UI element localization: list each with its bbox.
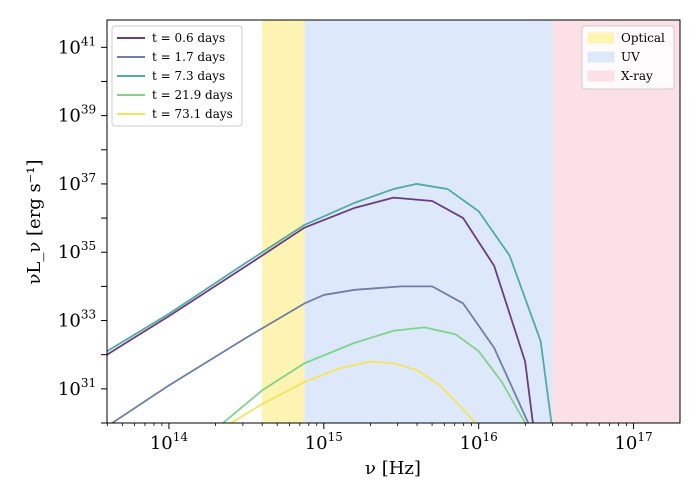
x-tick-label: 1014 xyxy=(150,430,189,454)
x-axis-label: ν [Hz] xyxy=(365,458,421,479)
legend-label-x-ray: X-ray xyxy=(621,69,653,83)
series-layer xyxy=(107,183,553,423)
series-legend: t = 0.6 days t = 1.7 days t = 7.3 days t = … xyxy=(111,25,243,127)
band-optical xyxy=(261,20,305,423)
legend-label-uv: UV xyxy=(621,50,640,64)
series-line-1 xyxy=(107,196,534,423)
band-uv xyxy=(304,20,553,423)
legend-label-optical: Optical xyxy=(621,31,665,45)
legend-swatch-x-ray xyxy=(587,70,615,82)
series-line-2 xyxy=(110,285,530,423)
y-tick-label: 1041 xyxy=(58,34,96,58)
bands-legend: Optical UV X-ray xyxy=(581,25,675,90)
legend-label-series-4: t = 21.9 days xyxy=(152,88,233,102)
y-axis-label: νL_ν [erg s⁻¹] xyxy=(24,159,45,284)
legend-swatch-uv xyxy=(587,51,615,63)
series-line-3 xyxy=(107,183,553,423)
series-legend-box xyxy=(111,25,243,127)
legend-label-series-5: t = 73.1 days xyxy=(152,107,233,121)
legend-label-series-3: t = 7.3 days xyxy=(152,69,225,83)
series-line-5 xyxy=(229,360,477,423)
y-tick-label: 1037 xyxy=(58,171,96,195)
legend-label-series-1: t = 0.6 days xyxy=(152,31,225,45)
x-tick-label: 1015 xyxy=(305,430,343,454)
legend-label-series-2: t = 1.7 days xyxy=(152,50,225,64)
series-line-4 xyxy=(222,326,527,423)
plot-frame xyxy=(106,19,681,424)
legend-swatch-optical xyxy=(587,32,615,44)
